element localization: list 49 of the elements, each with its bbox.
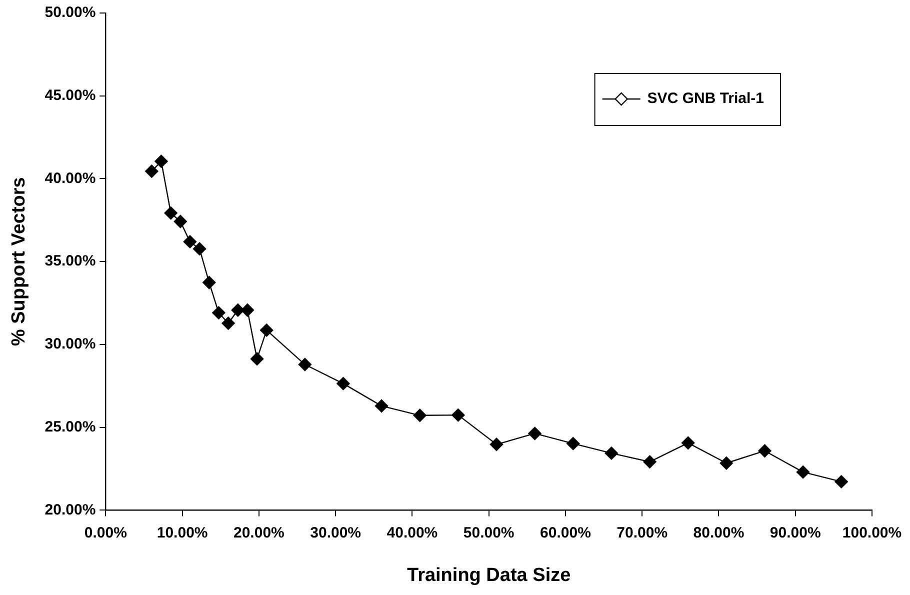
- x-tick-label: 80.00%: [693, 524, 744, 542]
- y-tick-label: 40.00%: [44, 170, 96, 187]
- point: [834, 475, 848, 488]
- x-tick-label: 30.00%: [310, 524, 362, 542]
- point: [240, 304, 254, 317]
- point: [796, 465, 810, 479]
- x-tick-label: 90.00%: [770, 524, 821, 542]
- point: [490, 438, 504, 452]
- y-tick-label: 35.00%: [44, 252, 96, 270]
- point: [758, 444, 772, 458]
- point: [413, 408, 426, 422]
- point: [336, 376, 350, 390]
- x-tick-label: 10.00%: [156, 524, 208, 542]
- y-tick-label: 25.00%: [44, 418, 96, 436]
- point: [720, 456, 733, 470]
- y-axis-title: % Support Vectors: [8, 177, 30, 346]
- point: [174, 214, 187, 228]
- point: [222, 316, 235, 330]
- point: [154, 154, 168, 168]
- point: [566, 436, 580, 450]
- point: [212, 306, 226, 320]
- point: [231, 304, 244, 317]
- x-tick-label: 60.00%: [540, 524, 591, 542]
- point: [604, 446, 618, 460]
- x-axis-title: Training Data Size: [407, 564, 571, 586]
- point: [202, 276, 216, 290]
- point: [260, 324, 274, 337]
- point: [192, 242, 206, 256]
- x-tick-label: 0.00%: [84, 524, 127, 542]
- x-tick-label: 40.00%: [386, 524, 438, 542]
- x-tick-label: 70.00%: [616, 524, 668, 542]
- point: [681, 436, 695, 450]
- legend-label: SVC GNB Trial-1: [647, 90, 764, 108]
- point: [164, 206, 178, 220]
- y-tick-label: 45.00%: [44, 87, 96, 104]
- point: [250, 352, 264, 366]
- y-tick-label: 30.00%: [44, 336, 96, 353]
- point: [298, 358, 312, 372]
- x-tick-label: 50.00%: [463, 524, 514, 542]
- x-tick-label: 100.00%: [842, 524, 902, 542]
- point: [374, 399, 388, 413]
- point: [528, 426, 542, 440]
- point: [145, 164, 158, 178]
- x-tick-label: 20.00%: [234, 524, 284, 542]
- y-tick-label: 50.00%: [44, 4, 96, 22]
- point: [452, 408, 465, 422]
- y-tick-label: 20.00%: [44, 501, 96, 518]
- point: [643, 455, 656, 468]
- point: [183, 235, 197, 248]
